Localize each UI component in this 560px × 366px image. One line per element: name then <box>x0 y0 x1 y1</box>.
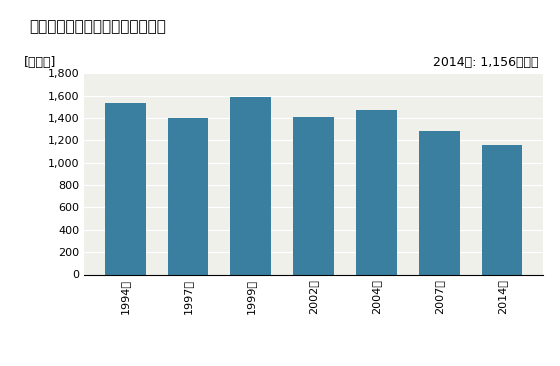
Text: 2014年: 1,156事業所: 2014年: 1,156事業所 <box>433 56 539 69</box>
Bar <box>230 97 271 274</box>
Bar <box>356 111 397 274</box>
Text: 飲食料品卸売業の事業所数の推移: 飲食料品卸売業の事業所数の推移 <box>29 19 166 34</box>
Bar <box>293 117 334 274</box>
Text: [事業所]: [事業所] <box>24 56 57 69</box>
Bar <box>482 145 522 274</box>
Bar <box>167 117 208 274</box>
Bar <box>419 131 460 274</box>
Bar <box>105 103 146 274</box>
